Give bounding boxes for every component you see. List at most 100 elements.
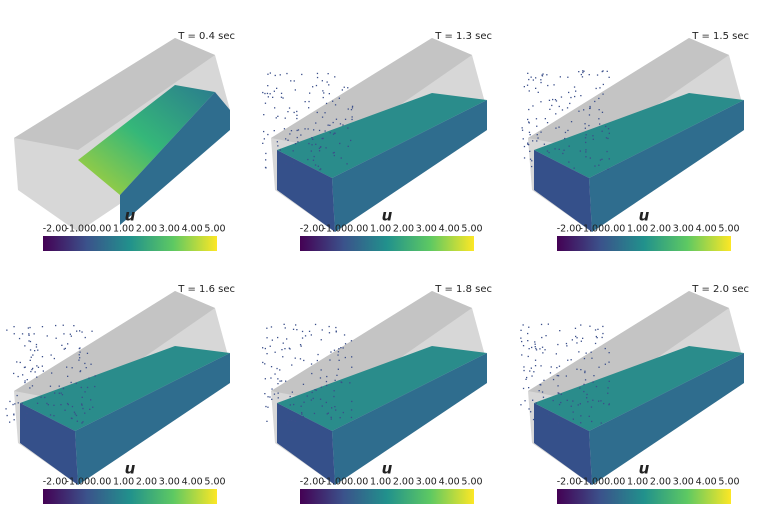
particle [350, 340, 353, 342]
particle [555, 127, 557, 129]
particle [35, 343, 38, 346]
particle [539, 348, 541, 350]
particle [590, 406, 593, 408]
particle [534, 346, 536, 348]
particle [535, 77, 537, 79]
particle [16, 361, 18, 363]
particle [566, 107, 569, 109]
particle [570, 121, 573, 123]
particle [55, 324, 57, 327]
particle [526, 376, 528, 379]
colorbar-tick-label: 5.00 [461, 477, 482, 488]
particle [24, 417, 26, 419]
particle [555, 100, 558, 102]
particle [589, 325, 591, 327]
particle [351, 116, 353, 118]
particle [289, 348, 291, 350]
particle [300, 405, 302, 407]
particle [9, 400, 11, 403]
particle [325, 147, 327, 149]
particle [308, 422, 310, 425]
particle [329, 132, 331, 134]
particle [520, 404, 522, 406]
time-label: T = 1.5 sec [691, 31, 749, 42]
particle [55, 337, 57, 339]
particle [556, 374, 558, 377]
particle [338, 348, 340, 350]
particle [528, 326, 530, 328]
particle [42, 370, 44, 372]
particle [555, 353, 557, 355]
particle [296, 114, 298, 116]
particle [80, 386, 82, 389]
particle [537, 137, 539, 139]
particle [527, 72, 529, 74]
particle [608, 158, 610, 160]
particle [13, 326, 15, 328]
particle [541, 75, 544, 77]
particle [327, 412, 329, 414]
particle [286, 72, 288, 75]
time-label: T = 0.4 sec [177, 31, 235, 42]
colorbar-tick-label: 1.00 [113, 477, 134, 488]
particle [316, 72, 319, 75]
particle [271, 339, 273, 341]
particle [40, 396, 42, 398]
particle [608, 380, 610, 382]
particle [320, 168, 322, 170]
particle [320, 339, 322, 341]
particle [528, 122, 530, 124]
particle [521, 129, 524, 131]
particle [351, 107, 354, 109]
particle [330, 418, 332, 420]
particle [289, 133, 291, 135]
water-side [534, 403, 592, 485]
particle [542, 396, 545, 398]
colorbar-title: u [382, 207, 393, 225]
colorbar [43, 489, 217, 504]
particle [333, 390, 335, 392]
particle [53, 357, 55, 360]
particle [531, 346, 533, 349]
particle [36, 376, 38, 378]
particle [284, 327, 286, 329]
particle [90, 399, 92, 401]
particle [589, 105, 591, 108]
particle [536, 125, 538, 127]
particle [582, 337, 584, 339]
particle [535, 402, 537, 404]
particle [24, 366, 26, 368]
particle [287, 139, 289, 141]
particle [75, 382, 77, 384]
particle [588, 124, 590, 127]
particle [580, 95, 582, 97]
particle [81, 422, 83, 424]
particle [595, 385, 598, 388]
colorbar-tick-label: 0.00 [604, 224, 625, 235]
colorbar-tick-label: 5.00 [461, 224, 482, 235]
particle [548, 99, 551, 101]
particle [51, 372, 53, 374]
particle [313, 412, 316, 415]
particle [277, 145, 279, 147]
colorbar-title: u [639, 207, 650, 225]
particle [342, 347, 344, 349]
particle [344, 118, 347, 120]
particle [536, 140, 538, 142]
particle [591, 420, 593, 423]
particle [326, 81, 328, 83]
particle [296, 129, 298, 132]
particle [270, 377, 272, 379]
colorbar-tick-label: 3.00 [673, 477, 694, 488]
particle [328, 93, 330, 95]
particle [64, 347, 66, 350]
particle [23, 366, 26, 369]
particle [318, 129, 321, 132]
particle [552, 399, 554, 402]
particle [558, 105, 560, 108]
particle [335, 330, 337, 332]
water-side [534, 150, 592, 232]
particle [84, 391, 86, 393]
particle [527, 118, 529, 121]
particle [588, 415, 590, 417]
